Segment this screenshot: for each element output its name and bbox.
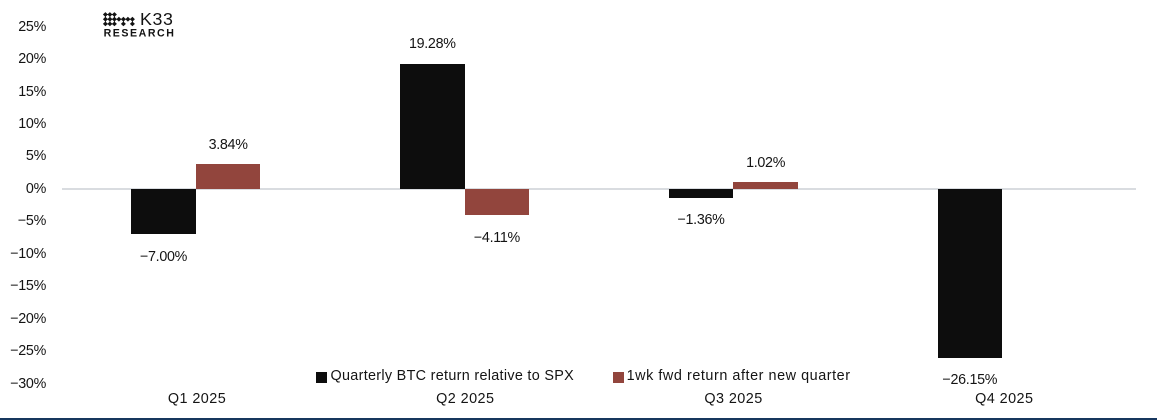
svg-text:K33: K33	[140, 9, 173, 29]
svg-text:RESEARCH: RESEARCH	[104, 28, 176, 40]
